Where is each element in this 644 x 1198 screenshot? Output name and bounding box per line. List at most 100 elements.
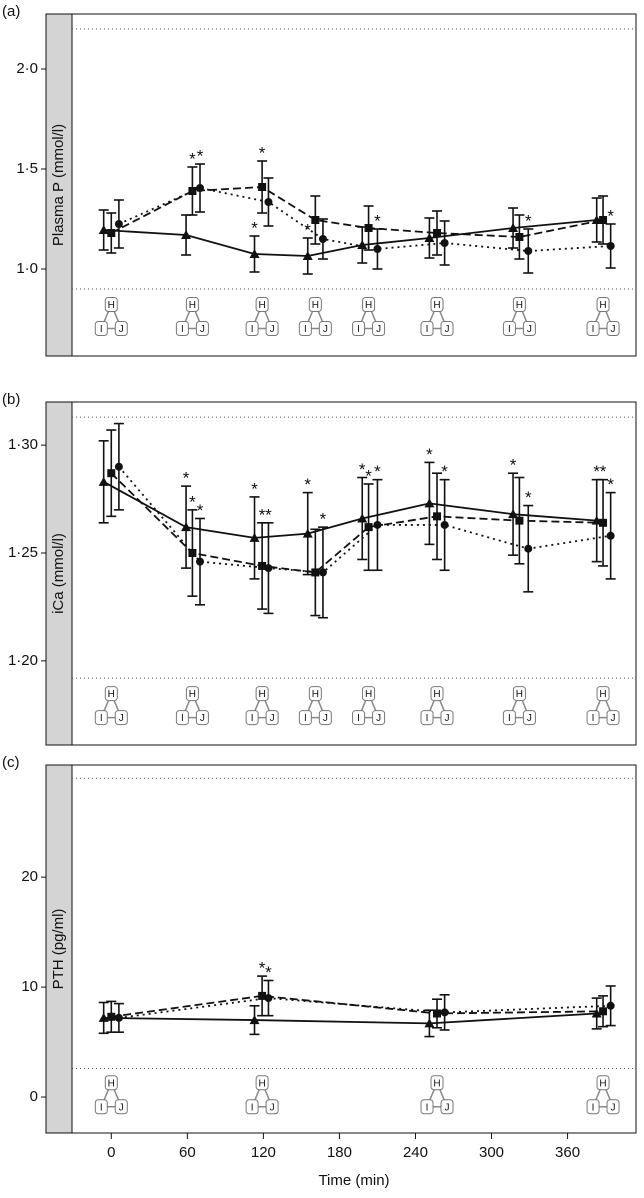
y-tick-label: 0 — [30, 1088, 38, 1105]
icon-edges — [251, 691, 274, 719]
icon-label: J — [270, 713, 275, 724]
marker-circle — [606, 531, 615, 540]
marker-square — [258, 561, 267, 570]
icon-edges — [508, 302, 531, 330]
significance-mark: * — [265, 963, 272, 982]
series-line — [110, 472, 604, 574]
condition-icon: H I J — [420, 686, 454, 726]
icon-node — [94, 1099, 108, 1115]
icon-node — [255, 297, 269, 312]
significance-mark: * — [374, 211, 381, 230]
marker-triangle — [508, 509, 519, 519]
x-tick-label: 180 — [327, 1144, 352, 1161]
icon-edges — [100, 1080, 123, 1108]
marker-square — [599, 216, 608, 224]
icon-node — [175, 321, 189, 336]
marker-triangle — [98, 225, 109, 234]
icon-label: I — [592, 713, 595, 724]
icon-edges — [100, 691, 123, 719]
icon-label: H — [258, 300, 265, 311]
marker-square — [311, 216, 320, 224]
icon-node — [94, 321, 108, 336]
significance-mark: * — [189, 149, 196, 168]
marker-square — [433, 1009, 442, 1018]
marker-triangle — [249, 532, 260, 542]
plot-frame — [71, 13, 637, 357]
icon-node — [522, 321, 536, 336]
marker-circle — [264, 994, 273, 1003]
condition-icon: H I J — [298, 686, 332, 726]
icon-label: J — [270, 324, 275, 335]
marker-square — [433, 229, 442, 237]
icon-edges — [304, 691, 327, 719]
icon-node — [420, 321, 434, 336]
icon-node — [512, 297, 526, 312]
marker-triangle — [181, 522, 192, 532]
significance-mark: * — [197, 501, 204, 520]
icon-label: J — [270, 1102, 275, 1113]
icon-label: H — [433, 1078, 440, 1089]
icon-node — [265, 321, 279, 336]
marker-circle — [264, 198, 273, 206]
icon-label: H — [312, 689, 319, 700]
condition-icon: H I J — [352, 297, 386, 336]
significance-mark: * — [525, 488, 532, 507]
panel-label: (b) — [2, 391, 20, 408]
icon-label: I — [357, 713, 360, 724]
condition-icon: H I J — [586, 297, 620, 336]
icon-label: H — [516, 300, 523, 311]
icon-node — [586, 321, 600, 336]
icon-label: I — [304, 713, 307, 724]
series-line — [103, 481, 597, 539]
icon-label: J — [323, 324, 328, 335]
icon-label: H — [599, 689, 606, 700]
marker-circle — [440, 520, 449, 529]
icon-edges — [251, 302, 274, 330]
significance-mark: * — [426, 445, 433, 464]
y-tick-label: 1·20 — [8, 652, 38, 669]
icon-label: I — [426, 324, 429, 335]
marker-square — [433, 512, 442, 521]
icon-label: I — [508, 713, 511, 724]
marker-circle — [196, 557, 205, 566]
icon-label: I — [100, 713, 103, 724]
marker-triangle — [508, 223, 519, 232]
icon-edges — [426, 691, 449, 719]
y-tick-label: 1·25 — [8, 544, 38, 561]
icon-label: J — [200, 713, 205, 724]
significance-mark: * — [600, 462, 607, 481]
icon-node — [606, 710, 620, 726]
y-tick-label: 1·5 — [16, 160, 38, 177]
marker-triangle — [98, 1012, 109, 1022]
icon-label: I — [592, 1102, 595, 1113]
icon-label: H — [108, 300, 115, 311]
marker-square — [107, 1012, 116, 1021]
icon-label: H — [258, 689, 265, 700]
icon-label: I — [100, 324, 103, 335]
icon-node — [255, 1075, 269, 1091]
icon-label: H — [312, 300, 319, 311]
icon-node — [104, 686, 118, 702]
panel-label: (c) — [2, 754, 20, 771]
condition-icon: H I J — [94, 297, 128, 336]
significance-mark: * — [607, 475, 614, 494]
icon-node — [114, 1099, 128, 1115]
icon-node — [522, 710, 536, 726]
icon-label: H — [365, 689, 372, 700]
icon-label: H — [189, 689, 196, 700]
icon-node — [596, 297, 610, 312]
marker-circle — [524, 544, 533, 553]
icon-node — [606, 1099, 620, 1115]
icon-label: H — [599, 300, 606, 311]
marker-triangle — [302, 528, 313, 538]
icon-edges — [181, 302, 204, 330]
series-line — [111, 994, 604, 1018]
significance-mark: * — [320, 510, 327, 529]
icon-node — [372, 321, 386, 336]
icon-node — [596, 1075, 610, 1091]
icon-node — [185, 297, 199, 312]
marker-square — [599, 1007, 608, 1016]
icon-node — [104, 1075, 118, 1091]
series-line — [118, 997, 611, 1019]
condition-icon: H I J — [94, 686, 128, 726]
